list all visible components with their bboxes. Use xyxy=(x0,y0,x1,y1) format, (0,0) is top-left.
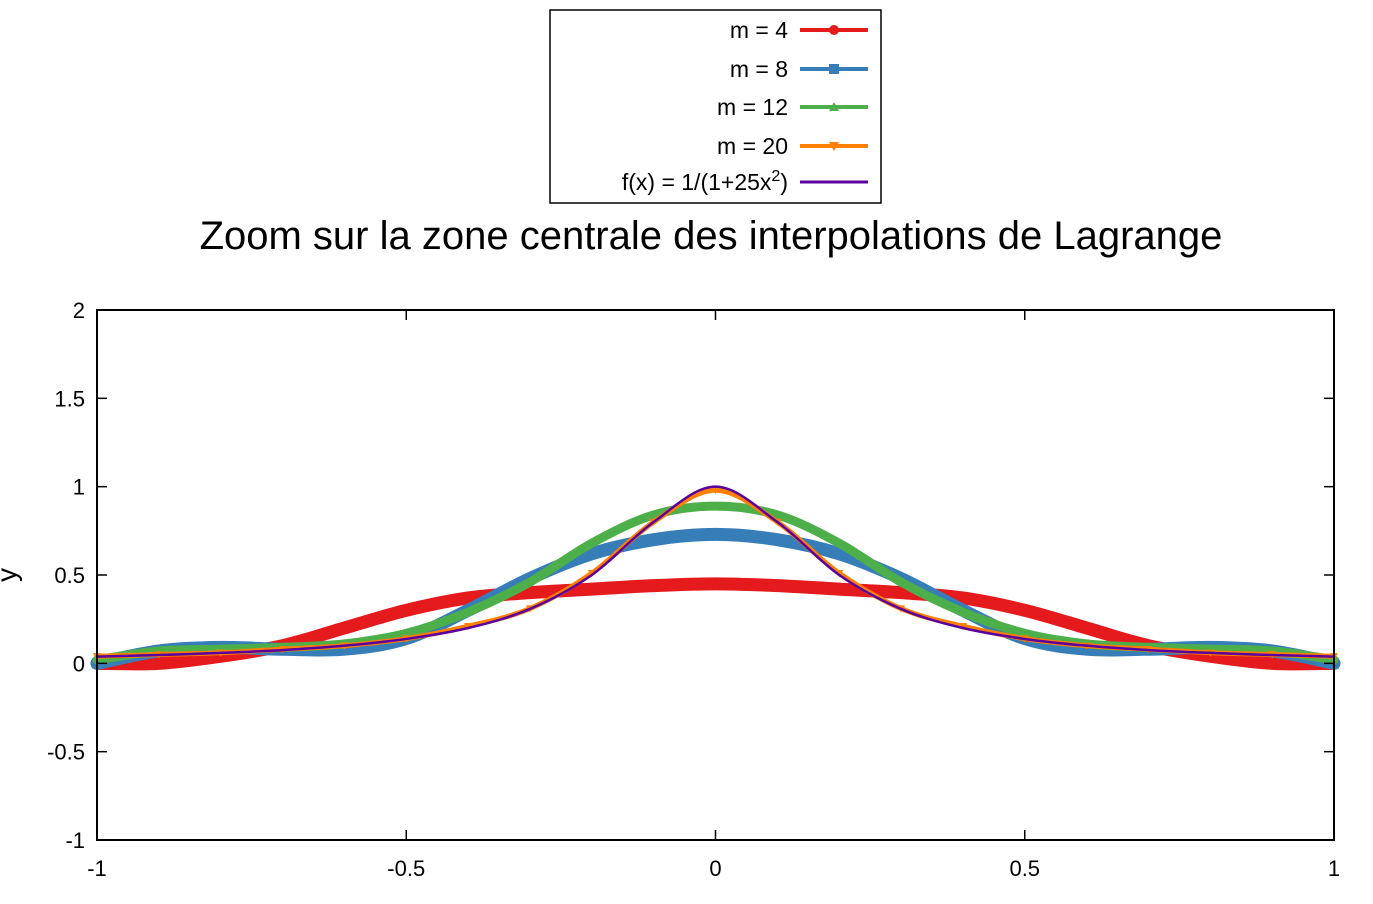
x-tick-label: 0 xyxy=(709,856,721,881)
series-3-point xyxy=(464,608,473,616)
x-tick-label: -1 xyxy=(87,856,107,881)
series-1-point xyxy=(710,578,721,589)
series-3-point xyxy=(835,539,844,547)
y-tick-label: 0 xyxy=(73,651,85,676)
y-axis-label: y xyxy=(0,568,22,582)
legend-marker xyxy=(829,64,839,74)
series-3-point xyxy=(958,608,967,616)
series-1-point xyxy=(463,592,474,603)
series-1-point xyxy=(339,623,350,633)
series-3-point xyxy=(897,578,906,586)
series-1-point xyxy=(401,605,412,616)
series-1-point xyxy=(1081,623,1092,633)
series-1-point xyxy=(153,658,164,669)
series-3-point xyxy=(649,510,658,519)
series-1-point xyxy=(648,580,659,591)
series-2-point xyxy=(772,534,783,545)
y-tick-label: 1.5 xyxy=(54,386,85,411)
x-tick-label: 0.5 xyxy=(1009,856,1040,881)
series-3-point xyxy=(525,578,534,586)
y-tick-label: -0.5 xyxy=(47,740,85,765)
series-4-point xyxy=(958,623,967,631)
y-tick-label: -1 xyxy=(65,828,85,853)
legend-entry-3: m = 12 xyxy=(717,94,868,120)
series-1-point xyxy=(772,580,783,591)
legend-entry-2: m = 8 xyxy=(730,56,868,82)
series-5 xyxy=(95,485,1336,658)
y-tick-label: 1 xyxy=(73,475,85,500)
y-tick-label: 2 xyxy=(73,298,85,323)
x-tick-label: 1 xyxy=(1328,856,1340,881)
legend-entry-5: f(x) = 1/(1+25x2) xyxy=(622,168,868,195)
axes-layer: -1 -0.5 0 0.5 1 2 1.5 1 0.5 0 -0.5 -1 xyxy=(47,298,1340,881)
series-4-point xyxy=(711,487,720,495)
series-2-point xyxy=(834,548,845,559)
series-3-point xyxy=(773,510,782,519)
legend: m = 4 m = 8 m = 12 m = 20 f(x) = 1/(1+25x2) xyxy=(549,9,882,204)
series-4-point xyxy=(464,623,473,631)
legend-label: m = 20 xyxy=(717,133,788,159)
y-tick-label: 0.5 xyxy=(54,563,85,588)
series-layer xyxy=(90,485,1341,671)
x-tick-label: -0.5 xyxy=(387,856,425,881)
legend-marker xyxy=(829,102,839,111)
legend-entry-4: m = 20 xyxy=(717,133,868,159)
series-2-point xyxy=(586,548,597,559)
chart-title: Zoom sur la zone centrale des interpolat… xyxy=(200,214,1223,258)
series-1-point xyxy=(586,584,597,595)
legend-label: m = 8 xyxy=(730,56,788,82)
series-3-point xyxy=(587,539,596,547)
legend-entry-1: m = 4 xyxy=(730,17,868,43)
series-1-point xyxy=(1267,658,1278,669)
series-line-5 xyxy=(95,485,1336,658)
series-2-point xyxy=(710,529,721,540)
series-1-point xyxy=(524,587,535,598)
legend-marker xyxy=(829,25,839,35)
legend-marker xyxy=(829,142,839,151)
series-4 xyxy=(93,487,1338,661)
legend-label: m = 12 xyxy=(717,94,788,120)
legend-label: f(x) = 1/(1+25x2) xyxy=(622,168,788,195)
plot-frame xyxy=(96,309,1335,841)
series-line-4 xyxy=(94,487,1337,659)
series-2-point xyxy=(648,534,659,545)
legend-label: m = 4 xyxy=(730,17,788,43)
series-3-point xyxy=(1020,629,1029,637)
series-3-point xyxy=(402,629,411,637)
series-1-point xyxy=(1019,605,1030,616)
series-1-point xyxy=(896,587,907,598)
series-3-point xyxy=(711,502,720,510)
series-1-point xyxy=(957,592,968,603)
series-1-point xyxy=(834,584,845,595)
